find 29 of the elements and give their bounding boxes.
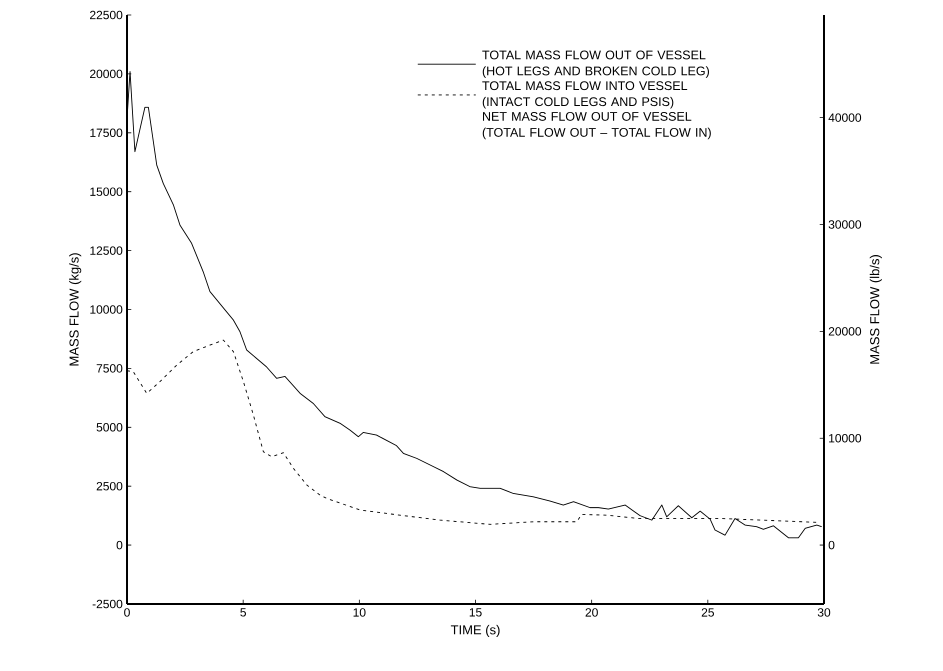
y-tick-label: -2500 (92, 600, 122, 608)
y2-tick-label: 0 (828, 540, 834, 550)
x-tick-label: 15 (470, 608, 482, 617)
y-tick-label: 7500 (96, 364, 122, 373)
y-tick-label: 17500 (90, 128, 122, 138)
y-tick-label: 22500 (90, 10, 122, 20)
y2-tick-label: 30000 (828, 220, 862, 229)
y-tick-label: 10000 (90, 305, 122, 314)
y-tick-label: 0 (116, 540, 122, 550)
x-tick-label: 25 (702, 608, 714, 617)
y-tick-label: 12500 (90, 246, 122, 255)
y2-tick-label: 10000 (829, 434, 862, 442)
y2-axis-title: MASS FLOW (lb/s) (870, 255, 882, 364)
y-tick-label: 20000 (90, 70, 122, 78)
y-tick-label: 5000 (96, 423, 122, 432)
y2-tick-label: 40000 (828, 113, 862, 122)
x-tick-label: 5 (240, 608, 246, 617)
x-tick-label: 0 (124, 608, 130, 617)
annotation: NET MASS FLOW OUT OF VESSEL (TOTAL FLOW OUT – TOTAL FLOW IN) (482, 112, 711, 140)
y2-tick-label: 20000 (828, 327, 862, 336)
x-tick-label: 30 (818, 608, 830, 617)
y-tick-label: 15000 (90, 187, 122, 196)
x-tick-label: 10 (354, 608, 366, 617)
y-tick-label: 2500 (96, 482, 122, 490)
x-axis-title: TIME (s) (450, 624, 500, 637)
legend-label: TOTAL MASS FLOW INTO VESSEL (INTACT COLD LEGS AND PSIS) (482, 81, 688, 109)
x-tick-label: 20 (586, 608, 598, 617)
legend-label: TOTAL MASS FLOW OUT OF VESSEL (HOT LEGS AND BROKEN COLD LEG) (482, 50, 709, 78)
y-axis-title: MASS FLOW (kg/s) (69, 253, 82, 366)
